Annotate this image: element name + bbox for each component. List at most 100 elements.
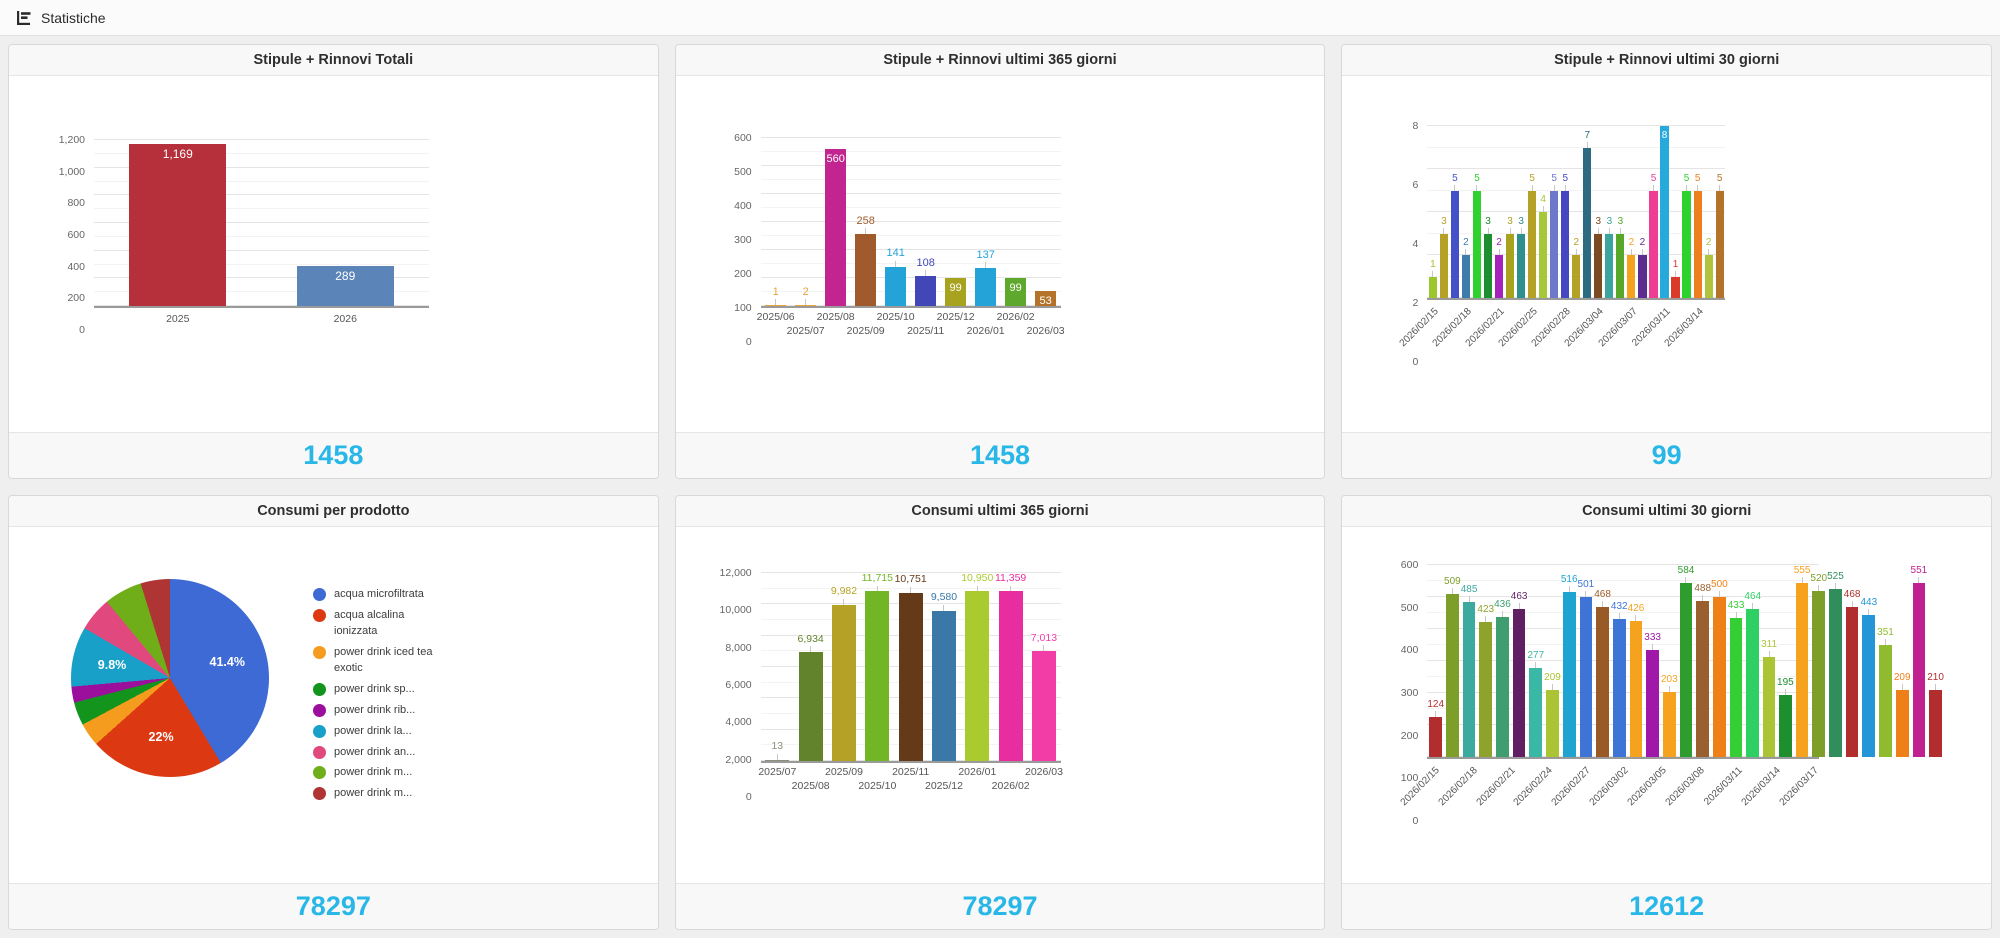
bar[interactable] (1612, 618, 1626, 757)
bar[interactable] (1746, 608, 1760, 757)
bar[interactable] (965, 591, 990, 761)
bar[interactable] (865, 591, 890, 761)
card-footer: 1458 (675, 432, 1325, 478)
bar[interactable] (1505, 233, 1515, 298)
bar[interactable] (764, 305, 787, 306)
card-header: Consumi per prodotto (9, 496, 658, 527)
bar[interactable] (1550, 190, 1559, 298)
bar[interactable] (1679, 582, 1693, 757)
bar[interactable] (1696, 600, 1709, 757)
bar[interactable] (1546, 690, 1559, 757)
bar[interactable] (1439, 233, 1448, 298)
bar[interactable] (884, 266, 907, 306)
bar[interactable] (1031, 651, 1056, 761)
bar[interactable] (1583, 147, 1592, 298)
bar-slot: 1,169 (94, 140, 262, 306)
label-stem (1509, 227, 1511, 234)
bar-slot: 560 (821, 138, 851, 306)
bar[interactable] (1795, 582, 1809, 757)
bar[interactable] (1529, 668, 1543, 757)
card-body: 0 200 400 600 800 1,000 1,200 1,169 289 2025 2026 (9, 76, 658, 432)
bar[interactable] (1713, 597, 1726, 757)
bar-value-label: 124 (1427, 699, 1445, 711)
bar[interactable] (1494, 255, 1504, 298)
bar[interactable] (1616, 233, 1625, 298)
bar[interactable] (1812, 590, 1826, 757)
bar-value-label: 2 (1639, 237, 1646, 248)
y-axis-label: 0 (1412, 815, 1419, 827)
bar[interactable] (1496, 617, 1509, 757)
bar[interactable] (1528, 190, 1537, 298)
label-stem (1718, 591, 1720, 597)
bar[interactable] (1539, 212, 1548, 298)
bar[interactable] (1572, 255, 1581, 298)
bar[interactable]: 53 (1034, 291, 1057, 307)
bar[interactable] (854, 233, 877, 306)
bar[interactable] (1671, 276, 1680, 298)
bar[interactable] (1895, 690, 1909, 757)
bar[interactable] (1594, 233, 1603, 298)
bar-value-label: 2 (1496, 237, 1502, 248)
bar[interactable] (1862, 615, 1876, 757)
y-axis-label: 4 (1412, 238, 1419, 250)
bar[interactable] (898, 592, 923, 761)
bar[interactable] (1649, 190, 1658, 298)
bar[interactable] (931, 610, 956, 761)
bar[interactable] (1596, 607, 1609, 757)
bar[interactable] (1561, 190, 1570, 298)
bar[interactable] (1579, 596, 1593, 757)
bar[interactable] (1879, 644, 1892, 757)
bar[interactable]: 8 (1660, 126, 1669, 298)
plot-column: 1 2 560 258 141 108 99 137 99 53 2025/06 2025/07 202… (757, 137, 1065, 342)
bar[interactable] (1638, 255, 1647, 298)
bar[interactable] (1446, 594, 1459, 757)
bar[interactable] (794, 305, 817, 306)
bar[interactable] (1517, 233, 1526, 298)
bar[interactable] (1829, 589, 1842, 757)
bar[interactable] (1461, 255, 1471, 298)
chart-plot-row: 0 100 200 300 400 500 600 124 509 485 423 436 463 277… (1372, 559, 1991, 827)
bar[interactable] (914, 275, 937, 306)
bar[interactable] (1912, 582, 1926, 757)
bar[interactable] (1729, 618, 1743, 757)
bar[interactable] (1704, 255, 1713, 298)
bar[interactable] (1646, 650, 1659, 757)
x-axis-label: 2025/11 (907, 325, 945, 337)
bar[interactable] (1929, 689, 1942, 757)
bar[interactable] (1472, 190, 1482, 298)
bar[interactable] (1627, 255, 1636, 298)
bar[interactable] (798, 652, 823, 761)
bar[interactable]: 99 (1004, 278, 1027, 306)
bar[interactable] (1479, 621, 1493, 757)
bar[interactable] (1845, 607, 1859, 757)
bar[interactable] (1629, 620, 1643, 757)
bar[interactable] (1715, 190, 1724, 298)
bar[interactable] (1605, 233, 1614, 298)
bar[interactable] (765, 760, 790, 761)
bar[interactable]: 99 (944, 278, 967, 306)
bar[interactable]: 560 (824, 149, 847, 306)
plot-column: 124 509 485 423 436 463 277 209 516 501 468 432 426 3… (1398, 564, 1944, 821)
bar[interactable] (1562, 591, 1576, 757)
bar[interactable] (1462, 601, 1476, 757)
bar[interactable] (1662, 692, 1676, 757)
bar[interactable] (1693, 190, 1702, 298)
bar[interactable]: 1,169 (129, 144, 227, 306)
bar[interactable]: 289 (296, 266, 394, 306)
bar-value-label: 137 (976, 248, 995, 261)
pie-chart[interactable] (71, 579, 269, 777)
bar[interactable] (1682, 190, 1691, 298)
bar[interactable] (1512, 608, 1526, 757)
bar[interactable] (1450, 190, 1459, 298)
legend-label: acqua alcalina ionizzata (334, 608, 405, 637)
bar[interactable] (1428, 276, 1437, 298)
bar[interactable] (831, 604, 856, 761)
bar-slot: 5 (1648, 126, 1659, 298)
bar[interactable] (974, 267, 997, 306)
bar[interactable] (998, 591, 1023, 761)
bar[interactable] (1779, 694, 1792, 757)
bar[interactable] (1429, 717, 1442, 757)
bar[interactable] (1763, 657, 1776, 757)
bar[interactable] (1483, 233, 1493, 298)
bar-slot: 432 (1611, 565, 1628, 757)
